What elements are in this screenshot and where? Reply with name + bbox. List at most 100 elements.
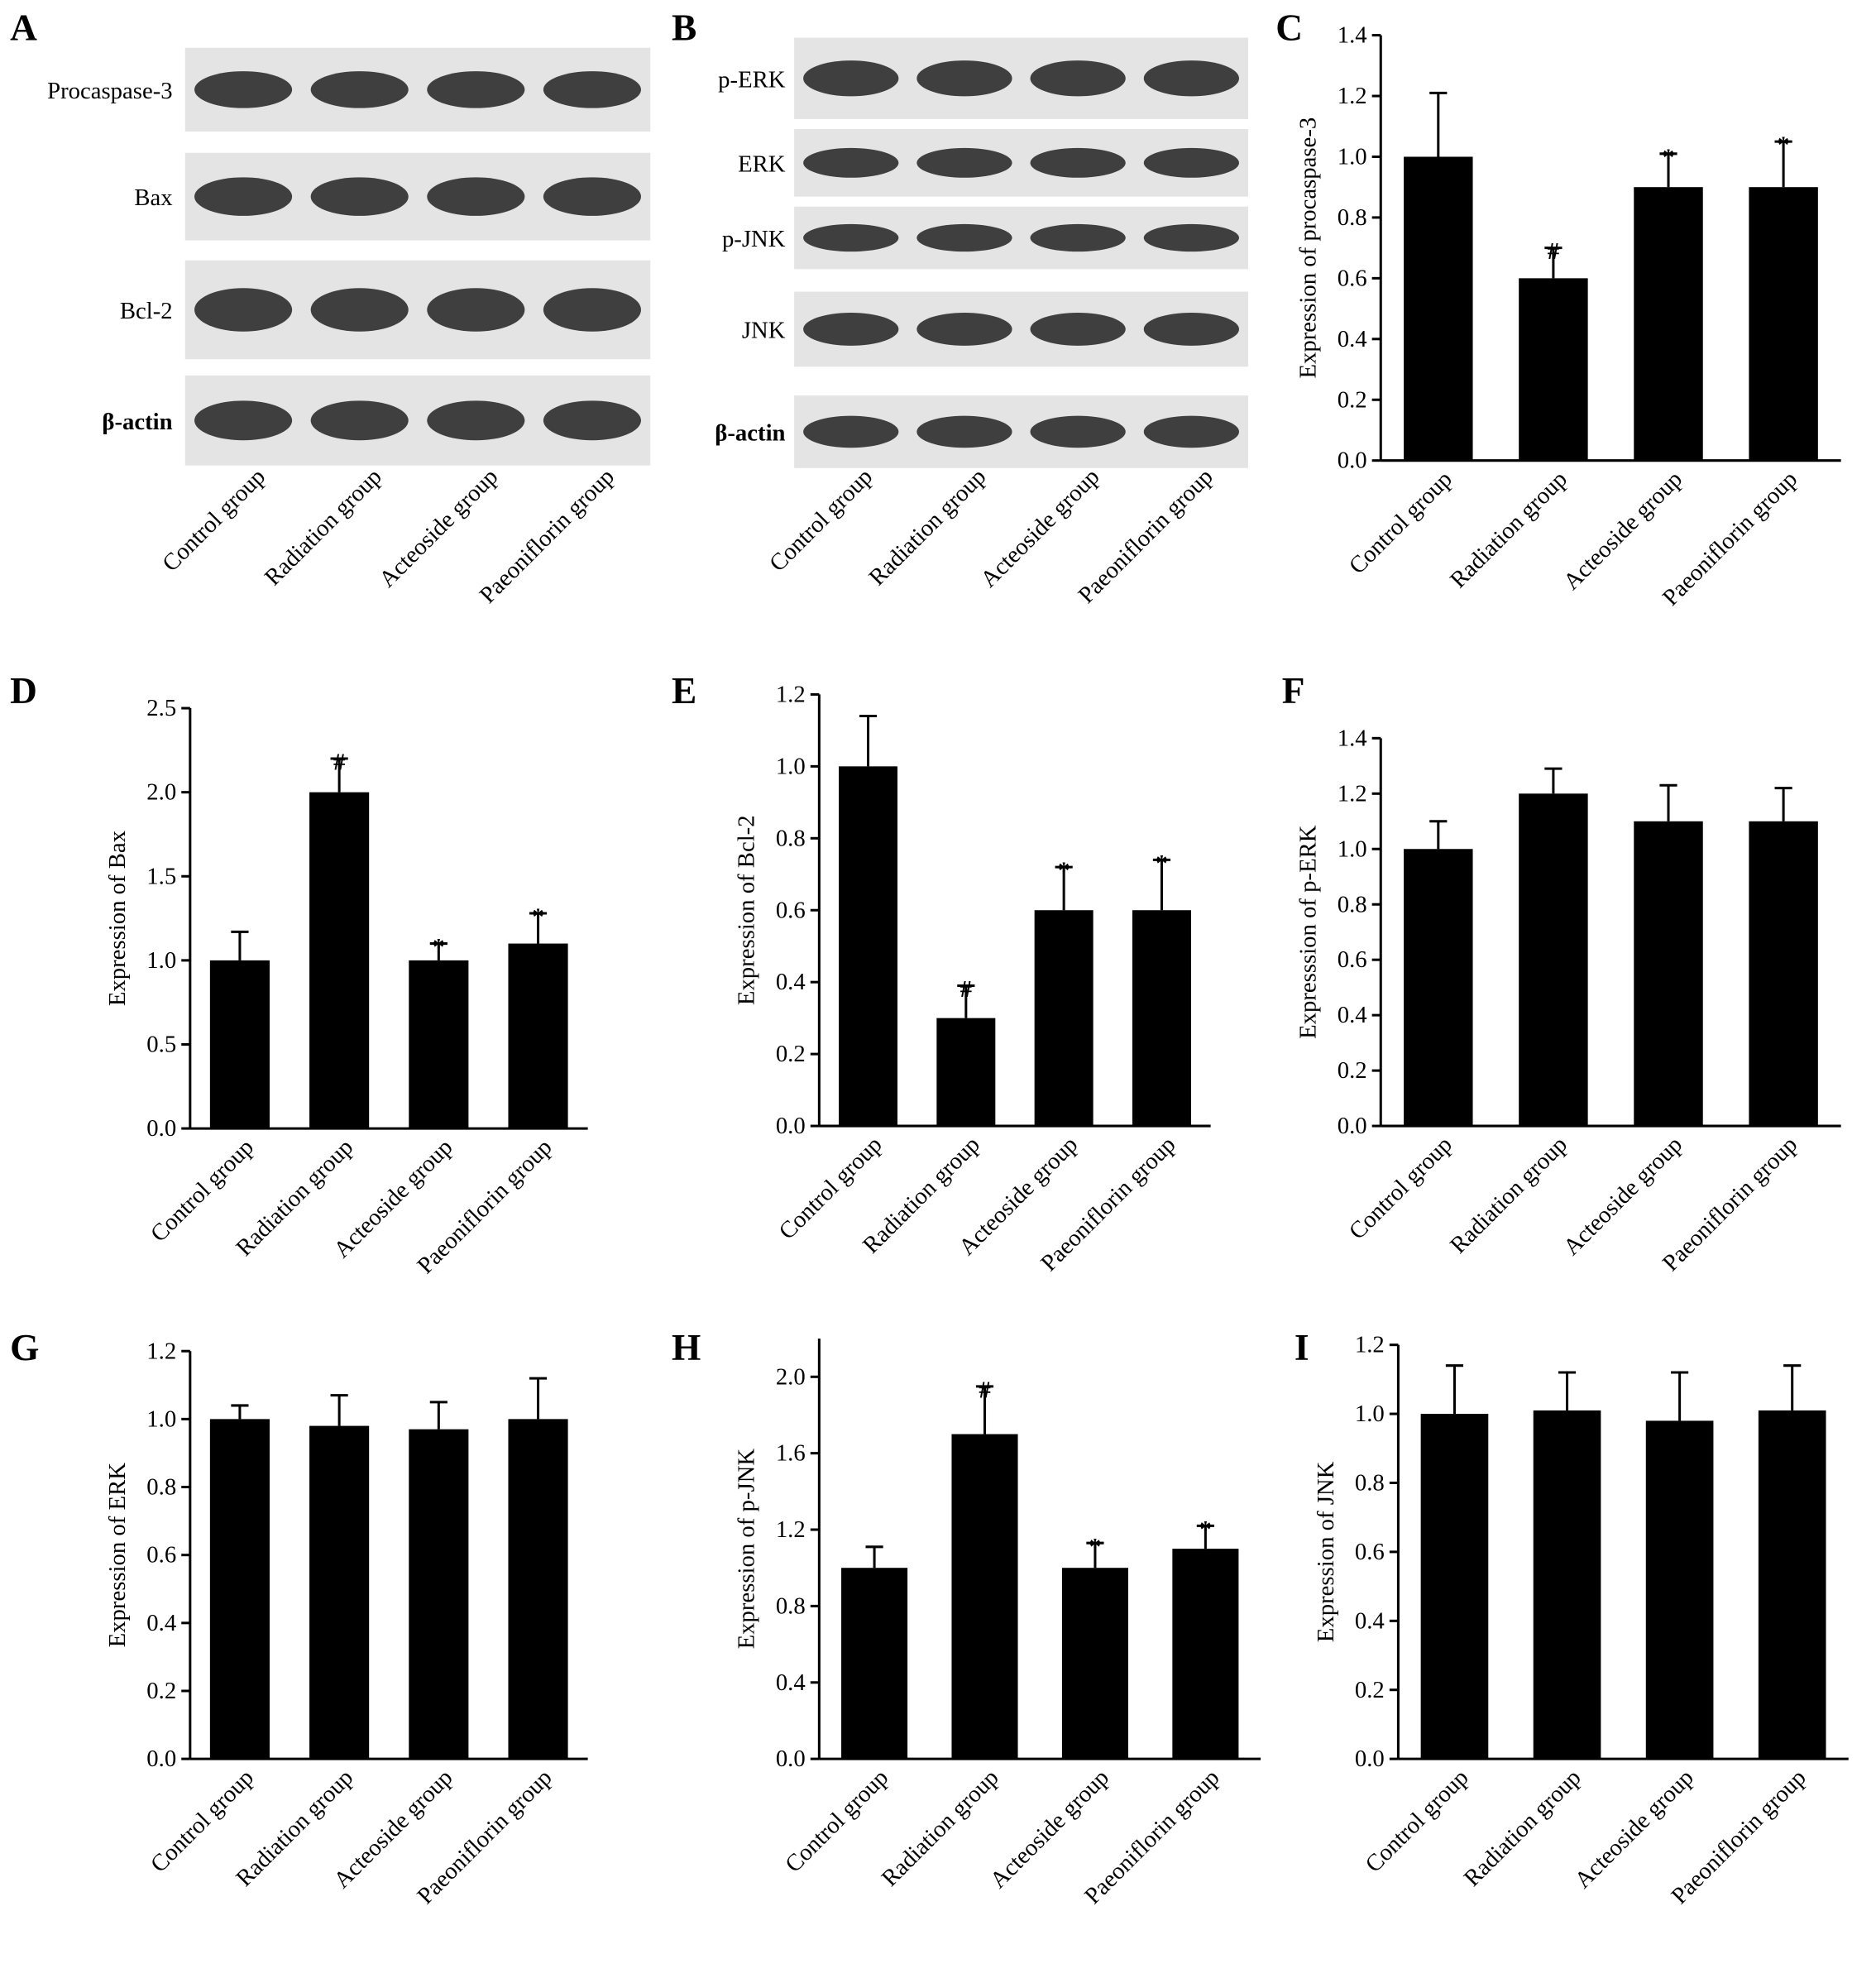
y-tick-label: 1.2 [1338, 83, 1367, 109]
blot-band [1030, 312, 1126, 346]
bar [209, 1419, 270, 1760]
y-tick-label: 0.2 [776, 1041, 806, 1067]
bar [1634, 821, 1703, 1127]
y-tick-label: 0.6 [776, 897, 806, 923]
x-tick-label: Acteoside group [374, 463, 503, 592]
bar [508, 1419, 568, 1760]
row-label: p-JNK [722, 226, 786, 252]
bar [1132, 910, 1191, 1127]
y-tick-label: 1.6 [776, 1440, 806, 1467]
y-tick-label: 0.0 [1338, 448, 1367, 474]
bar [1034, 910, 1094, 1127]
blot-band [543, 288, 641, 332]
blot-band [427, 177, 525, 216]
y-tick-label: 0.8 [776, 1592, 806, 1619]
y-tick-label: 0.0 [146, 1115, 176, 1142]
blot-band [543, 400, 641, 441]
blot-band [194, 288, 293, 332]
blot-band [310, 71, 409, 108]
bar [1404, 849, 1473, 1127]
x-tick-label: Acteoside group [1558, 1132, 1687, 1261]
x-tick-label: Acteoside group [975, 463, 1104, 592]
blot-band [1143, 415, 1239, 448]
x-tick-label: Radiation group [1445, 1132, 1572, 1259]
blot-band [916, 415, 1012, 448]
x-tick-label: Acteoside group [1558, 466, 1687, 595]
x-tick-label: Control group [1344, 1132, 1457, 1245]
bar [409, 960, 469, 1129]
y-axis-label: Expression of JNK [1313, 1461, 1339, 1642]
y-tick-label: 0.0 [146, 1746, 176, 1772]
y-tick-label: 1.0 [146, 1406, 176, 1432]
bar [1519, 793, 1588, 1127]
blot-band [803, 312, 899, 346]
y-tick-label: 0.4 [1338, 326, 1367, 352]
blot-band [427, 288, 525, 332]
panel-letter: C [1275, 7, 1303, 49]
y-tick-label: 2.0 [146, 779, 176, 806]
y-axis-label: Expression of procaspase-3 [1295, 117, 1322, 379]
y-tick-label: 1.2 [1338, 780, 1367, 807]
y-tick-label: 1.0 [1338, 836, 1367, 862]
y-tick-label: 0.2 [1338, 1057, 1367, 1084]
blot-band [916, 223, 1012, 252]
x-tick-label: Radiation group [1459, 1765, 1586, 1892]
bar [1420, 1414, 1489, 1760]
panel-letter: I [1295, 1327, 1309, 1368]
y-tick-label: 2.0 [776, 1363, 806, 1390]
significance-mark: * [1778, 132, 1789, 159]
y-tick-label: 0.6 [1355, 1539, 1385, 1565]
bar [1061, 1568, 1128, 1760]
y-tick-label: 0.8 [146, 1474, 176, 1501]
row-label: β-actin [715, 419, 785, 446]
bar [409, 1429, 469, 1760]
bar [936, 1018, 996, 1127]
row-label: β-actin [102, 409, 172, 435]
y-axis-label: Expression of Bcl-2 [734, 815, 760, 1005]
x-tick-label: Control group [780, 1765, 893, 1878]
y-tick-label: 0.8 [1338, 204, 1367, 231]
blot-band [1143, 60, 1239, 97]
y-tick-label: 1.2 [776, 681, 806, 707]
y-tick-label: 0.6 [146, 1542, 176, 1569]
y-axis-label: Expression of p-JNK [734, 1449, 760, 1650]
y-tick-label: 0.0 [1355, 1746, 1385, 1772]
y-tick-label: 1.2 [146, 1338, 176, 1364]
significance-mark: * [1089, 1534, 1101, 1560]
significance-mark: * [1058, 858, 1070, 884]
row-label: ERK [738, 151, 786, 177]
bar [1172, 1549, 1239, 1760]
y-tick-label: 1.0 [776, 753, 806, 779]
bar [951, 1434, 1018, 1760]
y-tick-label: 0.8 [1355, 1470, 1385, 1497]
y-tick-label: 0.2 [146, 1678, 176, 1704]
blot-band [803, 415, 899, 448]
blot-band [803, 60, 899, 97]
panel-letter: A [10, 7, 37, 49]
y-tick-label: 0.8 [1338, 891, 1367, 917]
bar [1634, 187, 1703, 461]
y-tick-label: 0.5 [146, 1032, 176, 1058]
blot-band [803, 147, 899, 178]
blot-band [916, 147, 1012, 178]
x-tick-label: Radiation group [260, 463, 387, 591]
panel-letter: B [672, 7, 696, 49]
blot-band [310, 177, 409, 216]
row-label: Procaspase-3 [47, 78, 173, 104]
bar [1404, 156, 1473, 461]
blot-band [194, 400, 293, 441]
y-tick-label: 2.5 [146, 695, 176, 721]
y-tick-label: 0.4 [1355, 1607, 1385, 1634]
x-tick-label: Acteoside group [1569, 1765, 1698, 1894]
x-tick-label: Radiation group [864, 463, 991, 591]
bar [839, 766, 898, 1127]
y-tick-label: 1.2 [776, 1516, 806, 1543]
panel-letter: H [672, 1327, 701, 1368]
blot-band [310, 400, 409, 441]
significance-mark: # [1548, 238, 1559, 265]
blot-band [1030, 60, 1126, 97]
y-tick-label: 0.6 [1338, 946, 1367, 973]
y-tick-label: 0.2 [1338, 386, 1367, 413]
bar [508, 943, 568, 1129]
